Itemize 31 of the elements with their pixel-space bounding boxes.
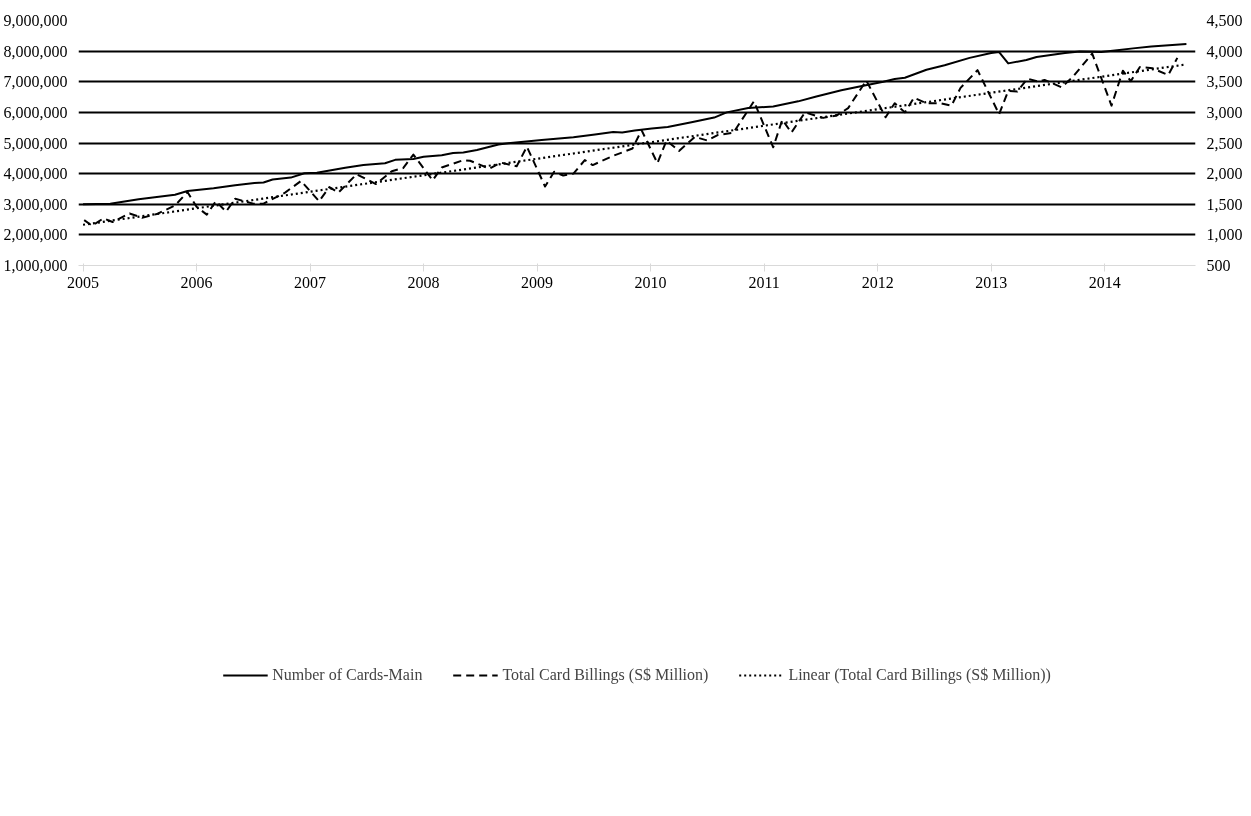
x-tick-label: 2011 [748,273,780,291]
y-tick-label: 5,000,000 [3,134,68,152]
legend-label: Number of Cards-Main [272,666,423,684]
y-tick-label: 4,000,000 [3,165,68,183]
y2-tick-label: 3,500 [1206,73,1243,91]
x-tick-label: 2013 [975,273,1008,291]
x-tick-label: 2005 [67,273,100,291]
y-tick-label: 8,000,000 [3,42,68,60]
y2-tick-label: 4,000 [1206,42,1243,60]
y-tick-label: 9,000,000 [3,12,68,29]
y-tick-label: 6,000,000 [3,103,68,121]
x-tick-label: 2014 [1088,273,1121,291]
y-tick-label: 7,000,000 [3,73,68,91]
y2-tick-label: 1,500 [1206,195,1243,213]
x-tick-label: 2010 [634,273,667,291]
y-tick-label: 3,000,000 [3,195,68,213]
y2-tick-label: 3,000 [1206,103,1243,121]
legend-label: Linear (Total Card Billings (S$ Million)) [788,666,1051,684]
y2-tick-label: 1,000 [1206,226,1243,244]
x-tick-label: 2007 [294,273,327,291]
legend-label: Total Card Billings (S$ Million) [502,666,709,684]
y2-tick-label: 4,500 [1206,12,1243,29]
x-tick-label: 2006 [180,273,213,291]
x-tick-label: 2008 [407,273,440,291]
y-tick-label: 2,000,000 [3,226,68,244]
x-tick-label: 2012 [861,273,894,291]
x-tick-label: 2009 [521,273,554,291]
y2-tick-label: 2,500 [1206,134,1243,152]
y-tick-label: 1,000,000 [3,257,68,274]
y2-tick-label: 2,000 [1206,165,1243,183]
y2-tick-label: 500 [1206,257,1231,274]
